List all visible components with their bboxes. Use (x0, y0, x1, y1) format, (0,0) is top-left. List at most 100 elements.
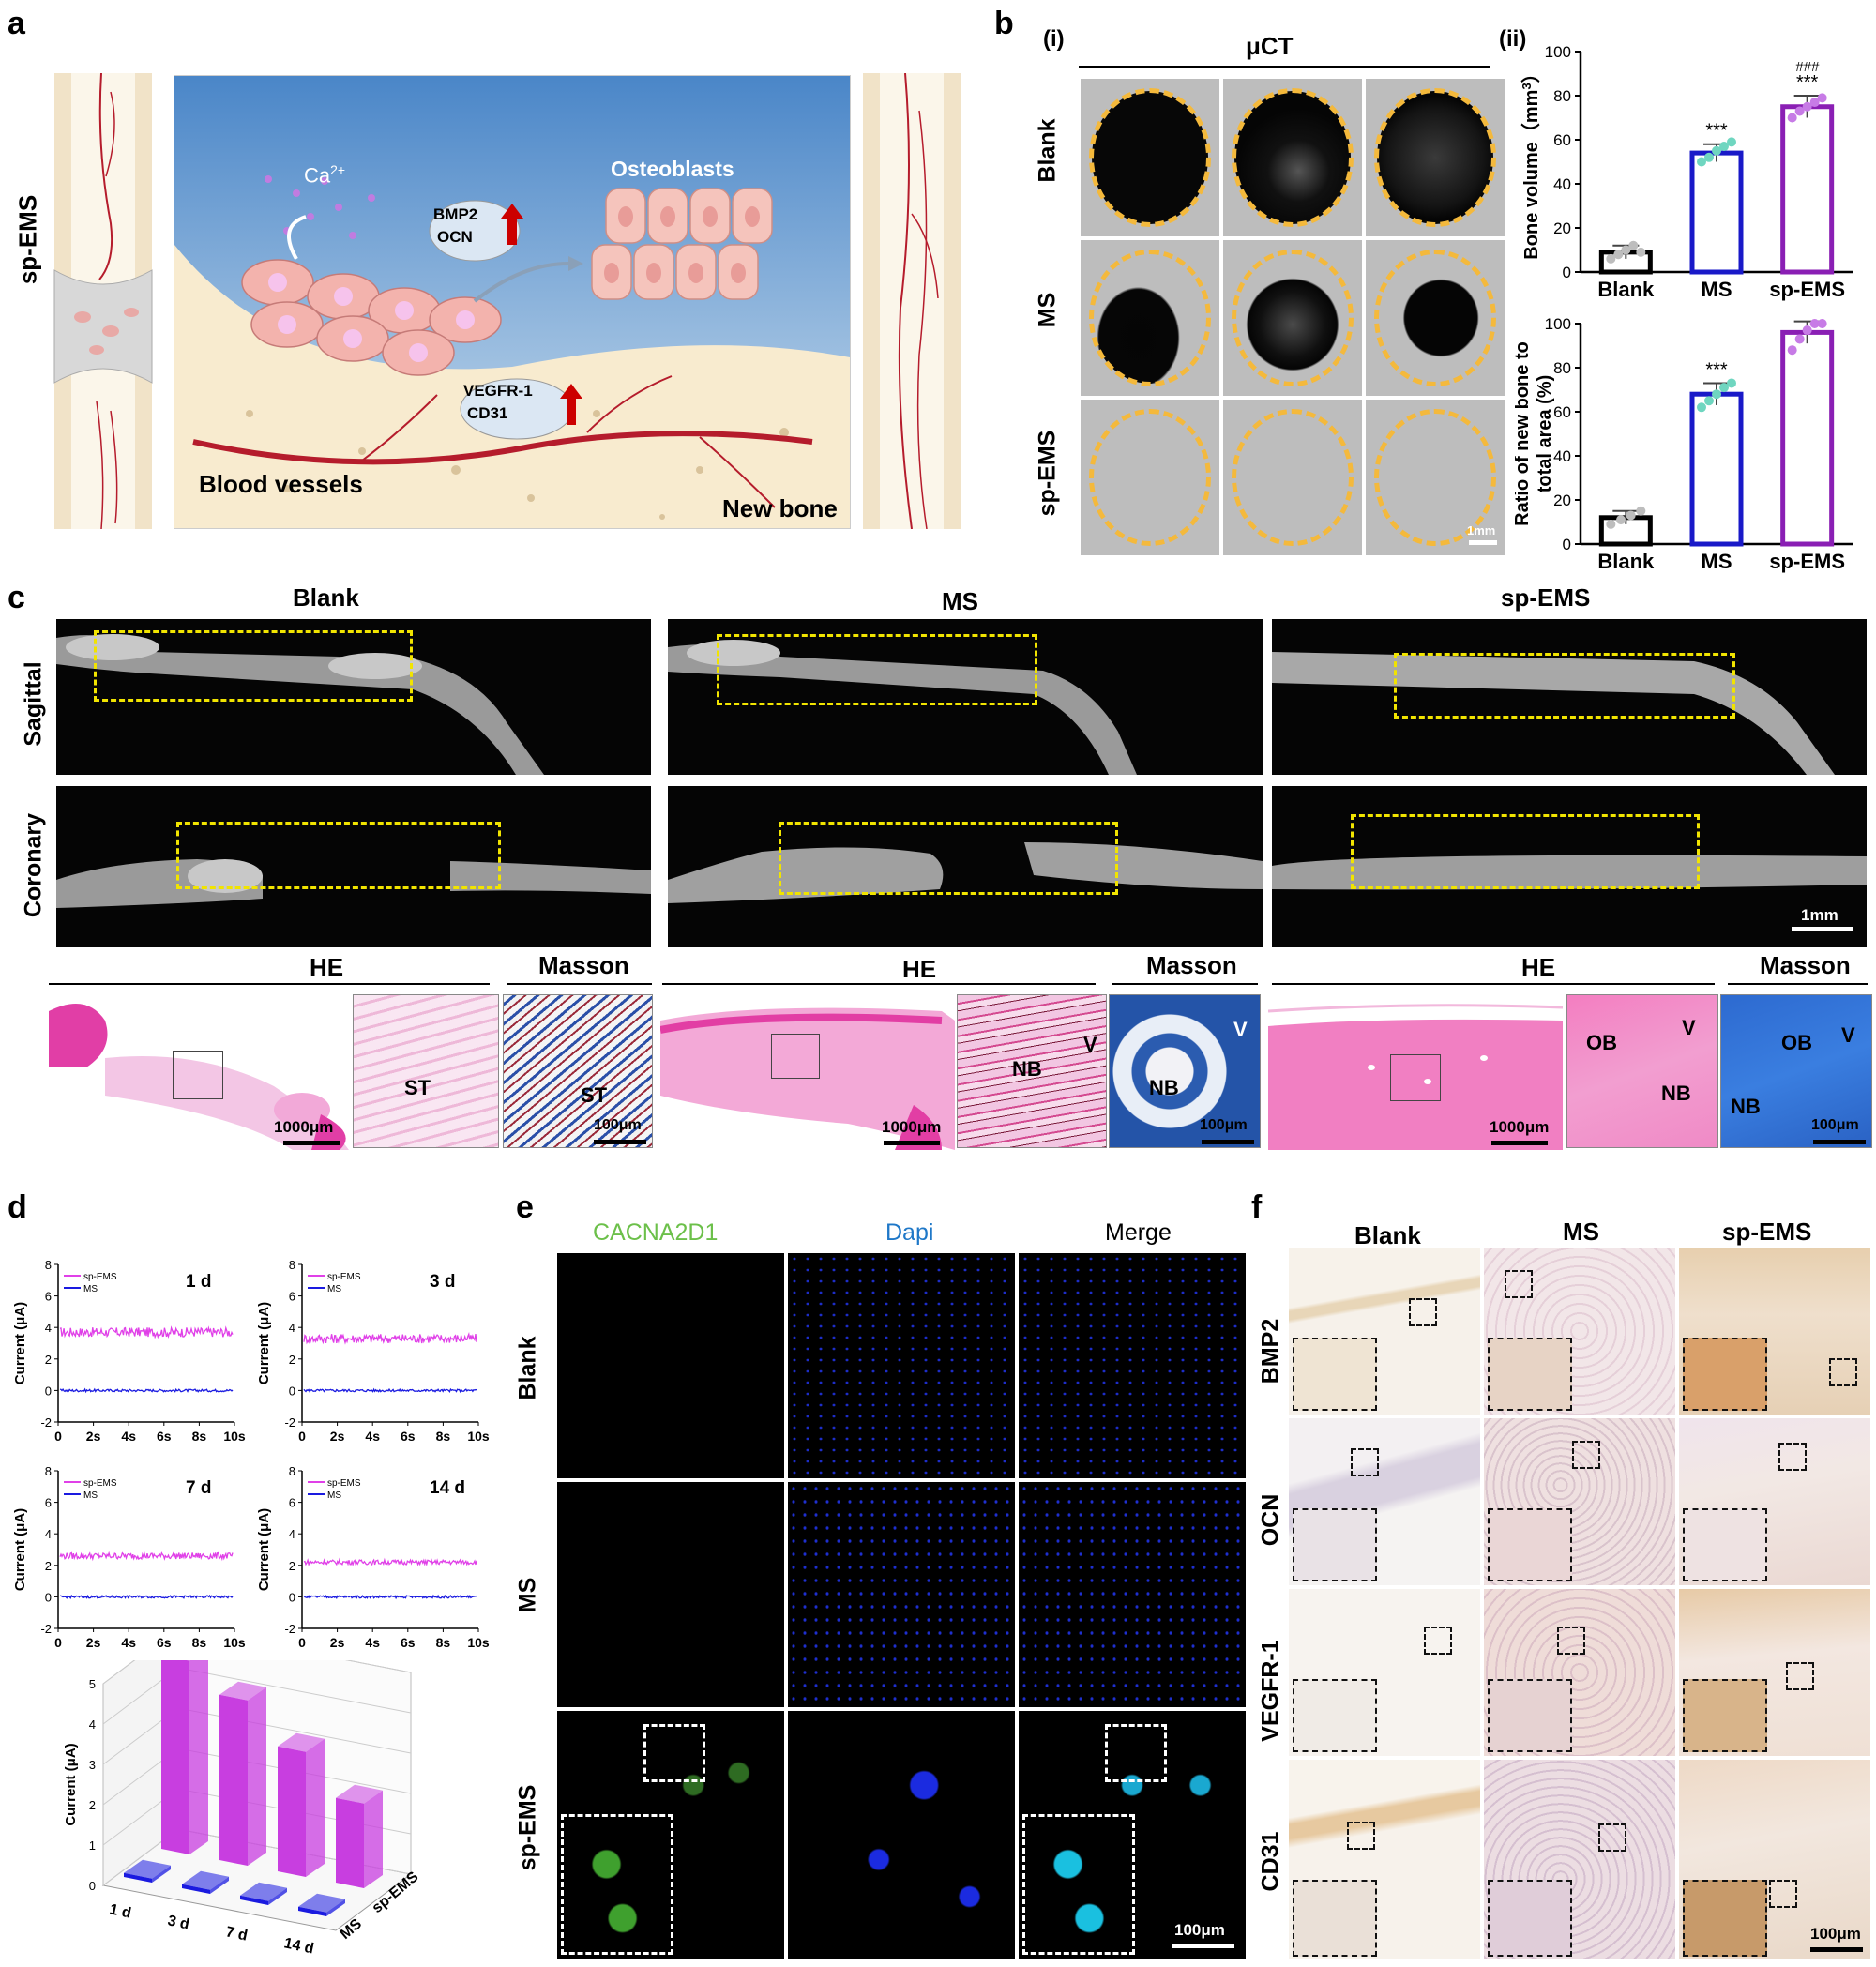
x-tick-label: 4s (365, 1635, 380, 1650)
x-tick-label: 8s (436, 1635, 451, 1650)
sagittal-sp-ems (1272, 619, 1867, 775)
y-tick-label: -2 (284, 1415, 295, 1430)
panel-label-b: b (994, 6, 1014, 41)
uct-blank-3 (1366, 79, 1505, 236)
tag-ob-masson: OB (1781, 1031, 1812, 1054)
bar-MS-14d-top (298, 1893, 345, 1913)
osteoblasts-label: Osteoblasts (611, 157, 734, 181)
tag-v-masson-ms: V (1233, 1018, 1248, 1041)
tag-v-he-ms: V (1083, 1033, 1097, 1056)
y-tick-label: 8 (289, 1258, 295, 1272)
e-scale-label: 100μm (1174, 1921, 1225, 1939)
grid-line (102, 1660, 136, 1685)
ct-scale-label: 1mm (1801, 906, 1838, 924)
data-point (1719, 383, 1729, 393)
panel-label-e: e (516, 1189, 534, 1225)
masson-ms-zoom: NB V 100μm (1109, 994, 1261, 1148)
cacna2d1-blank (557, 1253, 784, 1478)
data-point (1809, 98, 1820, 108)
panel-label-c: c (8, 580, 25, 615)
data-point (1794, 334, 1805, 344)
right-bone-illustration (854, 72, 970, 530)
uct-row-ms: MS (1034, 292, 1061, 328)
legend-label-ms: MS (327, 1490, 341, 1501)
series-sp-EMS (303, 1331, 477, 1345)
x-tick-label: 0 (298, 1429, 306, 1444)
x-tick-label: 0 (54, 1429, 62, 1444)
data-point (1613, 250, 1624, 260)
y-axis-label: Current (μA) (63, 1743, 79, 1825)
x-tick-label: 1 d (108, 1901, 132, 1921)
ct-scale-bar (1792, 927, 1853, 931)
uct-scale-label: 1mm (1467, 523, 1496, 537)
x-tick-label: MS (1702, 550, 1732, 573)
x-tick-label: 14 d (282, 1935, 315, 1957)
series-sp-EMS (59, 1325, 234, 1339)
sig-marker: *** (1796, 310, 1819, 319)
data-point (1606, 519, 1616, 529)
masson-header-sp-ems: Masson (1760, 951, 1851, 979)
data-point (1704, 396, 1714, 406)
uct-sp-ems-2 (1223, 400, 1362, 555)
y-tick-label: 20 (1553, 492, 1571, 509)
data-point (1636, 247, 1646, 257)
bar-sp-EMS-7d-side (306, 1738, 325, 1877)
data-point (1626, 510, 1636, 521)
bar-sp-EMS (1780, 104, 1835, 275)
y-tick-label: 0 (45, 1384, 52, 1398)
x-tick-label: 4s (365, 1429, 380, 1444)
y-tick-label: 60 (1553, 403, 1571, 421)
y-tick-label: 2 (289, 1559, 295, 1573)
he-sp-ems-scale-bar (1491, 1141, 1548, 1145)
ocn-label: OCN (437, 228, 473, 246)
y-tick-label: 100 (1545, 43, 1571, 61)
panel-a-side-label: sp-EMS (13, 194, 42, 285)
x-tick-label: 6s (401, 1429, 416, 1444)
bar-MS (1689, 391, 1744, 547)
tag-nb-he-ms: NB (1012, 1057, 1042, 1081)
e-col-merge: Merge (1105, 1219, 1172, 1246)
f-row-bmp2: BMP2 (1257, 1318, 1284, 1384)
bar-MS-3d-top (182, 1870, 229, 1890)
x-tick-label: sp-EMS (1769, 278, 1845, 301)
ihc-ocn-blank (1289, 1418, 1480, 1585)
c-col-sp-ems: sp-EMS (1501, 583, 1591, 612)
bar-MS-1d-top (124, 1859, 171, 1879)
y-tick-label: 8 (45, 1464, 52, 1478)
merge-blank (1019, 1253, 1246, 1478)
y-tick-label: 2 (89, 1798, 96, 1812)
x-tick-label: 6s (157, 1635, 172, 1650)
f-row-ocn: OCN (1257, 1493, 1284, 1547)
x-tick-label: 4s (121, 1635, 136, 1650)
bar-MS-14d-front (298, 1906, 326, 1916)
sagittal-ms (668, 619, 1263, 775)
e-row-sp-ems: sp-EMS (514, 1784, 541, 1871)
x-tick-label: 2s (330, 1429, 345, 1444)
f-col-blank: Blank (1354, 1221, 1421, 1249)
y-tick-label: 2 (289, 1353, 295, 1367)
he-header-ms: HE (902, 955, 937, 983)
y-tick-label: 4 (289, 1321, 295, 1335)
x-tick-label: 2s (86, 1635, 101, 1650)
x-tick-label: 7 d (224, 1924, 249, 1944)
he-ms-scale-label: 1000μm (882, 1118, 942, 1136)
masson-header-ms: Masson (1146, 951, 1237, 979)
sub-label-i: (i) (1043, 26, 1065, 52)
masson-ms-scale-bar (1202, 1140, 1254, 1144)
data-point (1802, 101, 1812, 112)
y-tick-label: 8 (45, 1258, 52, 1272)
bar-sp-EMS-3d-front (219, 1694, 248, 1866)
y-tick-label: 40 (1553, 175, 1571, 193)
x-tick-label: 0 (298, 1635, 306, 1650)
he-blank-zoom: ST (353, 994, 499, 1148)
tag-v-he-sp: V (1682, 1016, 1696, 1039)
data-point (1628, 240, 1639, 250)
new-bone-label: New bone (722, 494, 838, 522)
y-axis-label: Ratio of new bone to (1515, 341, 1533, 526)
masson-ms-scale-label: 100μm (1200, 1117, 1248, 1133)
e-row-ms: MS (514, 1577, 541, 1613)
ca-ion-label: Ca2+ (304, 162, 346, 188)
f-col-ms: MS (1563, 1218, 1599, 1246)
